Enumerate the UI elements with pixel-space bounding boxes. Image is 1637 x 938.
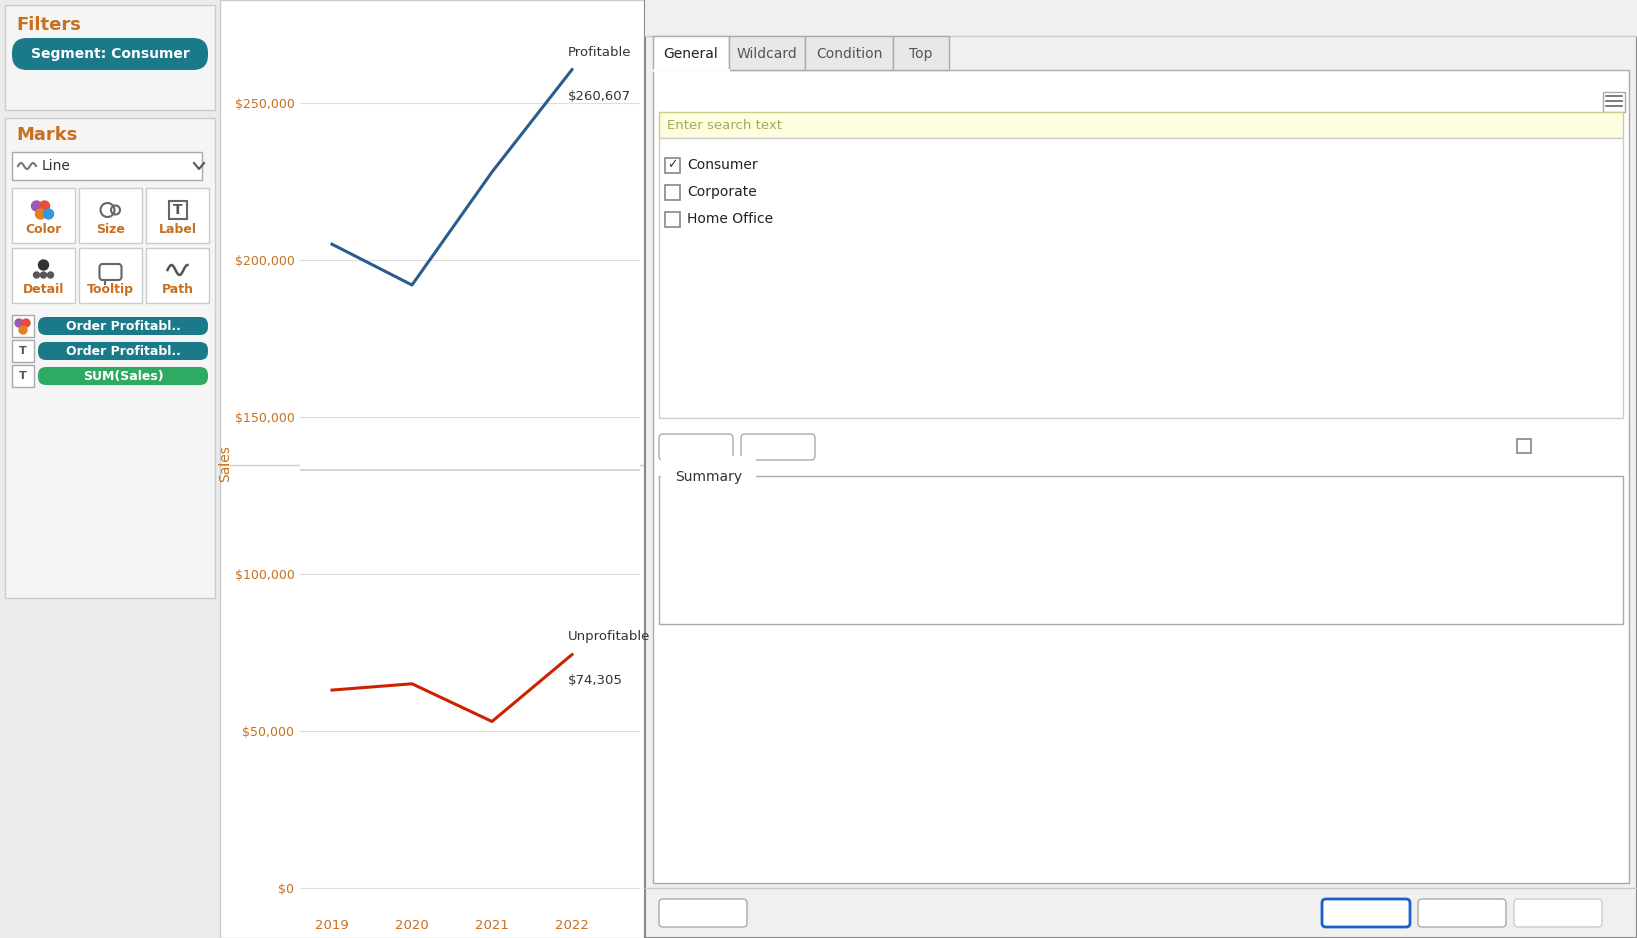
FancyBboxPatch shape [38, 367, 208, 385]
Text: Selected 1 of 3 values: Selected 1 of 3 values [764, 524, 913, 537]
Text: Custom value list: Custom value list [818, 92, 933, 104]
FancyBboxPatch shape [660, 434, 733, 460]
FancyBboxPatch shape [645, 0, 1637, 36]
Text: Condition:: Condition: [666, 574, 735, 587]
Circle shape [31, 201, 41, 211]
Text: General: General [663, 47, 719, 61]
Circle shape [47, 272, 54, 278]
FancyBboxPatch shape [11, 38, 208, 70]
Text: Path: Path [162, 282, 193, 295]
FancyBboxPatch shape [660, 899, 746, 927]
Text: Summary: Summary [674, 470, 742, 484]
Text: Detail: Detail [23, 282, 64, 295]
FancyBboxPatch shape [653, 36, 728, 70]
Circle shape [20, 326, 26, 334]
FancyBboxPatch shape [660, 476, 1622, 624]
FancyBboxPatch shape [1514, 899, 1603, 927]
Text: Marks: Marks [16, 126, 77, 144]
Text: SUM(Sales): SUM(Sales) [83, 370, 164, 383]
FancyBboxPatch shape [1418, 899, 1506, 927]
FancyBboxPatch shape [38, 342, 208, 360]
FancyBboxPatch shape [665, 212, 679, 227]
Text: Exclude: Exclude [1537, 440, 1590, 452]
FancyBboxPatch shape [146, 248, 210, 303]
Text: Size: Size [97, 222, 124, 235]
Text: Wildcard: Wildcard [737, 47, 797, 61]
Text: Profitable: Profitable [568, 46, 632, 59]
FancyBboxPatch shape [660, 138, 1622, 418]
Text: T: T [20, 346, 26, 356]
Text: All: All [688, 441, 704, 453]
FancyBboxPatch shape [742, 434, 815, 460]
FancyBboxPatch shape [11, 365, 34, 387]
Text: Order Profitabl..: Order Profitabl.. [65, 320, 180, 332]
FancyBboxPatch shape [79, 188, 142, 243]
Text: None: None [764, 574, 799, 587]
FancyBboxPatch shape [11, 152, 201, 180]
FancyBboxPatch shape [645, 0, 1637, 938]
Text: Consumer: Consumer [688, 158, 758, 172]
Text: $74,305: $74,305 [568, 673, 622, 687]
FancyBboxPatch shape [665, 185, 679, 200]
FancyBboxPatch shape [5, 5, 214, 110]
Circle shape [44, 209, 54, 219]
Text: Limit:: Limit: [666, 599, 704, 613]
Text: Select from list: Select from list [681, 92, 781, 104]
Circle shape [15, 319, 23, 327]
FancyBboxPatch shape [11, 248, 75, 303]
FancyBboxPatch shape [219, 0, 645, 938]
Text: T: T [20, 371, 26, 381]
FancyBboxPatch shape [11, 340, 34, 362]
Text: Unprofitable: Unprofitable [568, 630, 650, 643]
Text: Corporate: Corporate [688, 185, 756, 199]
Text: None: None [761, 441, 796, 453]
Text: Order Profitabl..: Order Profitabl.. [65, 344, 180, 357]
Text: Line: Line [43, 159, 70, 173]
Text: ✓: ✓ [666, 159, 678, 172]
Circle shape [39, 201, 49, 211]
Circle shape [36, 209, 46, 219]
Text: $260,607: $260,607 [568, 90, 632, 103]
Text: Field:: Field: [666, 500, 702, 512]
FancyBboxPatch shape [169, 201, 187, 219]
FancyBboxPatch shape [38, 317, 208, 335]
FancyBboxPatch shape [79, 248, 142, 303]
Text: [Segment]: [Segment] [764, 500, 835, 512]
Text: Condition: Condition [815, 47, 882, 61]
Text: Top: Top [909, 47, 933, 61]
Text: T: T [172, 203, 182, 217]
Text: Reset: Reset [684, 906, 722, 919]
FancyBboxPatch shape [5, 118, 214, 598]
Circle shape [39, 260, 49, 270]
Circle shape [21, 319, 29, 327]
Circle shape [33, 272, 39, 278]
Text: Label: Label [159, 222, 196, 235]
Text: Selection:: Selection: [666, 524, 733, 537]
FancyBboxPatch shape [665, 158, 679, 173]
Text: Segment: Consumer: Segment: Consumer [31, 47, 190, 61]
FancyBboxPatch shape [11, 188, 75, 243]
Text: Wildcard:: Wildcard: [666, 550, 730, 563]
Text: Color: Color [25, 222, 62, 235]
FancyBboxPatch shape [805, 36, 894, 70]
Text: ✕: ✕ [1612, 10, 1626, 28]
FancyBboxPatch shape [1517, 439, 1531, 453]
Circle shape [666, 94, 674, 102]
Text: Apply: Apply [1539, 906, 1576, 919]
FancyBboxPatch shape [0, 0, 219, 938]
Text: OK: OK [1355, 906, 1377, 919]
Text: All: All [764, 550, 781, 563]
FancyBboxPatch shape [728, 36, 805, 70]
FancyBboxPatch shape [100, 264, 121, 280]
FancyBboxPatch shape [1603, 92, 1626, 112]
Text: Tooltip: Tooltip [87, 282, 134, 295]
Text: Home Office: Home Office [688, 212, 773, 226]
FancyBboxPatch shape [894, 36, 949, 70]
FancyBboxPatch shape [653, 70, 1629, 883]
Y-axis label: Sales: Sales [218, 446, 232, 482]
Text: Filters: Filters [16, 16, 80, 34]
FancyBboxPatch shape [1323, 899, 1409, 927]
Text: Use all: Use all [961, 92, 1007, 104]
FancyBboxPatch shape [146, 188, 210, 243]
